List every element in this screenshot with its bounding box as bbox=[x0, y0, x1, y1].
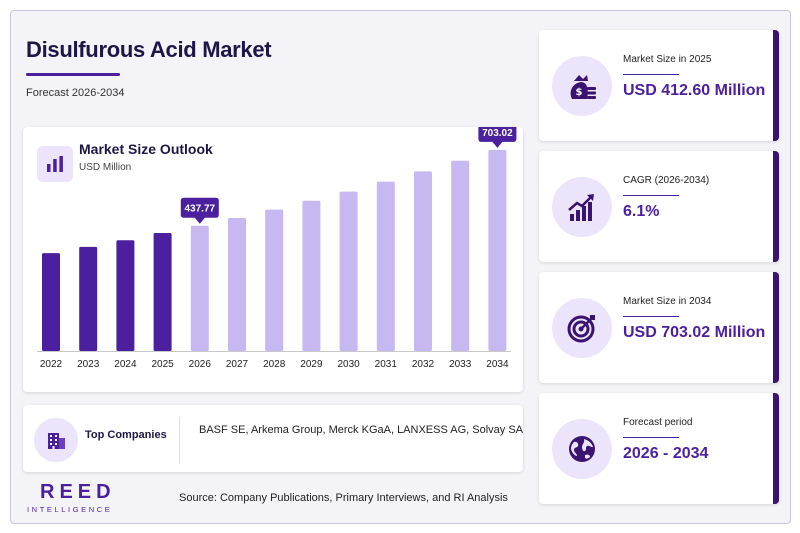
x-tick-label: 2033 bbox=[449, 359, 472, 370]
x-tick-label: 2024 bbox=[114, 359, 137, 370]
data-label-text: 437.77 bbox=[185, 204, 216, 215]
stat-label: Market Size in 2034 bbox=[623, 296, 712, 307]
x-tick-label: 2028 bbox=[263, 359, 286, 370]
chart-unit: USD Million bbox=[79, 162, 132, 173]
x-tick-label: 2029 bbox=[300, 359, 323, 370]
x-tick-label: 2031 bbox=[375, 359, 398, 370]
x-tick-label: 2027 bbox=[226, 359, 249, 370]
x-tick-label: 2025 bbox=[151, 359, 174, 370]
page-title: Disulfurous Acid Market bbox=[26, 37, 272, 62]
stat-label: CAGR (2026-2034) bbox=[623, 175, 710, 186]
stat-card-market-size-2025: $ Market Size in 2025 USD 412.60 Million bbox=[539, 30, 779, 141]
data-label-bubble bbox=[180, 197, 219, 224]
data-label-bubble bbox=[478, 127, 517, 148]
stat-label: Market Size in 2025 bbox=[623, 54, 712, 65]
stat-underline bbox=[623, 195, 679, 196]
bar-chart: 2022 2023 2024 2025 2026 2027 2028 2029 2030 2031… bbox=[37, 127, 517, 370]
x-tick-label: 2034 bbox=[486, 359, 509, 370]
bar-2026 bbox=[190, 225, 209, 351]
x-tick-label: 2023 bbox=[77, 359, 100, 370]
x-tick-label: 2026 bbox=[189, 359, 212, 370]
bar-2022 bbox=[42, 253, 60, 351]
stat-value: 6.1% bbox=[623, 203, 660, 220]
bar-2031 bbox=[376, 181, 395, 351]
stat-card-market-size-2034: Market Size in 2034 USD 703.02 Million bbox=[539, 272, 779, 383]
chart-title: Market Size Outlook bbox=[79, 141, 213, 157]
logo-wordmark: REED bbox=[40, 481, 116, 503]
card-accent bbox=[773, 151, 779, 262]
top-companies-card: Top Companies BASF SE, Arkema Group, Mer… bbox=[23, 405, 523, 472]
chart-card: 2022 2023 2024 2025 2026 2027 2028 2029 2030 2031… bbox=[23, 127, 523, 392]
bar-2024 bbox=[116, 240, 135, 351]
x-tick-label: 2032 bbox=[412, 359, 435, 370]
stat-card-forecast-period: Forecast period 2026 - 2034 bbox=[539, 393, 779, 504]
bar-2032 bbox=[414, 171, 432, 351]
stat-underline bbox=[623, 316, 679, 317]
top-companies-list: BASF SE, Arkema Group, Merck KGaA, LANXE… bbox=[199, 424, 524, 436]
data-label-text: 703.02 bbox=[482, 128, 513, 139]
bar-2033 bbox=[451, 160, 470, 351]
source-note: Source: Company Publications, Primary In… bbox=[179, 492, 508, 504]
card-accent bbox=[773, 272, 779, 383]
data-label-2026: 437.77 bbox=[180, 197, 219, 224]
growth-chart-icon bbox=[552, 177, 612, 237]
bar-2029 bbox=[302, 200, 321, 351]
svg-text:$: $ bbox=[576, 87, 583, 98]
stat-underline bbox=[623, 437, 679, 438]
stat-value: USD 703.02 Million bbox=[623, 324, 766, 341]
stat-label: Forecast period bbox=[623, 417, 693, 428]
card-accent bbox=[773, 30, 779, 141]
money-bag-icon: $ bbox=[552, 56, 612, 116]
bar-2023 bbox=[79, 246, 98, 351]
bar-2027 bbox=[228, 217, 246, 351]
card-accent bbox=[773, 393, 779, 504]
x-tick-label: 2022 bbox=[40, 359, 63, 370]
logo-tagline: INTELLIGENCE bbox=[27, 505, 113, 514]
stat-card-cagr: CAGR (2026-2034) 6.1% bbox=[539, 151, 779, 262]
x-tick-label: 2030 bbox=[337, 359, 360, 370]
globe-icon bbox=[552, 419, 612, 479]
page-subtitle: Forecast 2026-2034 bbox=[26, 87, 125, 99]
data-label-2034: 703.02 bbox=[478, 127, 517, 148]
bar-2034 bbox=[488, 149, 507, 351]
title-underline bbox=[26, 73, 120, 76]
divider bbox=[179, 417, 180, 464]
stat-value: 2026 - 2034 bbox=[623, 445, 709, 462]
building-icon bbox=[34, 418, 78, 462]
bar-2025 bbox=[153, 232, 172, 351]
top-companies-label: Top Companies bbox=[85, 429, 167, 441]
bar-chart-icon bbox=[37, 146, 73, 182]
bar-2028 bbox=[265, 209, 284, 351]
stat-underline bbox=[623, 74, 679, 75]
stat-value: USD 412.60 Million bbox=[623, 82, 766, 99]
bar-2030 bbox=[339, 191, 358, 351]
target-icon bbox=[552, 298, 612, 358]
